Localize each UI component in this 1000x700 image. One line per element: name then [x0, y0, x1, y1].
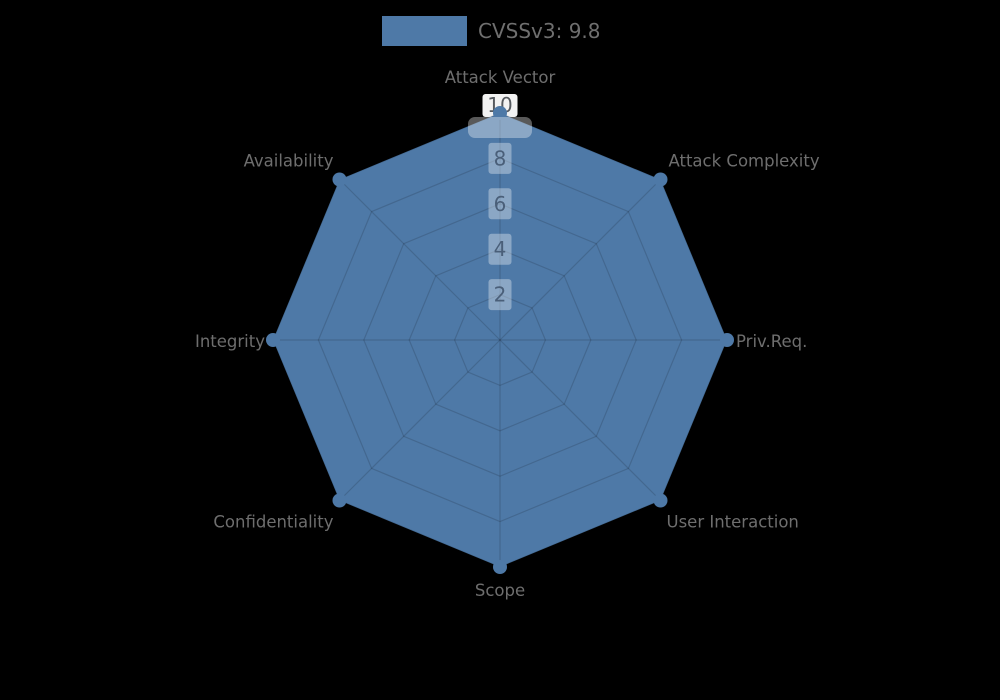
top-tick-band: [468, 117, 532, 138]
legend-swatch-icon: [382, 16, 467, 46]
data-point-marker: [332, 493, 347, 508]
data-point-marker: [266, 333, 280, 347]
axis-label-priv-req: Priv.Req.: [736, 332, 807, 351]
series-area: [273, 113, 727, 567]
data-point-marker: [653, 493, 668, 508]
axis-label-integrity: Integrity: [195, 332, 265, 351]
data-point-marker: [720, 333, 734, 347]
axis-label-attack-complexity: Attack Complexity: [669, 152, 820, 171]
data-point-marker: [493, 106, 507, 120]
data-point-marker: [653, 172, 668, 187]
tick-label-8: 8: [494, 146, 507, 170]
series-polygon: [273, 113, 727, 567]
data-point-marker: [493, 560, 507, 574]
legend-label: CVSSv3: 9.8: [478, 19, 601, 43]
axis-label-user-interaction: User Interaction: [667, 513, 799, 532]
radial-tick-labels: 2 4 6 8: [488, 142, 512, 311]
vertex-markers: [266, 106, 734, 574]
axis-label-availability: Availability: [244, 152, 334, 171]
tick-label-4: 4: [494, 237, 507, 261]
axis-label-confidentiality: Confidentiality: [213, 513, 333, 532]
data-point-marker: [332, 172, 347, 187]
radial-tick-10: 10: [482, 93, 518, 117]
tick-label-2: 2: [494, 283, 507, 307]
legend: CVSSv3: 9.8: [382, 16, 601, 46]
tick-label-6: 6: [494, 192, 507, 216]
axis-label-scope: Scope: [475, 581, 525, 600]
axis-label-attack-vector: Attack Vector: [445, 68, 556, 87]
grid-lines: [272, 112, 728, 568]
axis-labels: Attack Vector Attack Complexity Priv.Req. U…: [195, 68, 820, 600]
